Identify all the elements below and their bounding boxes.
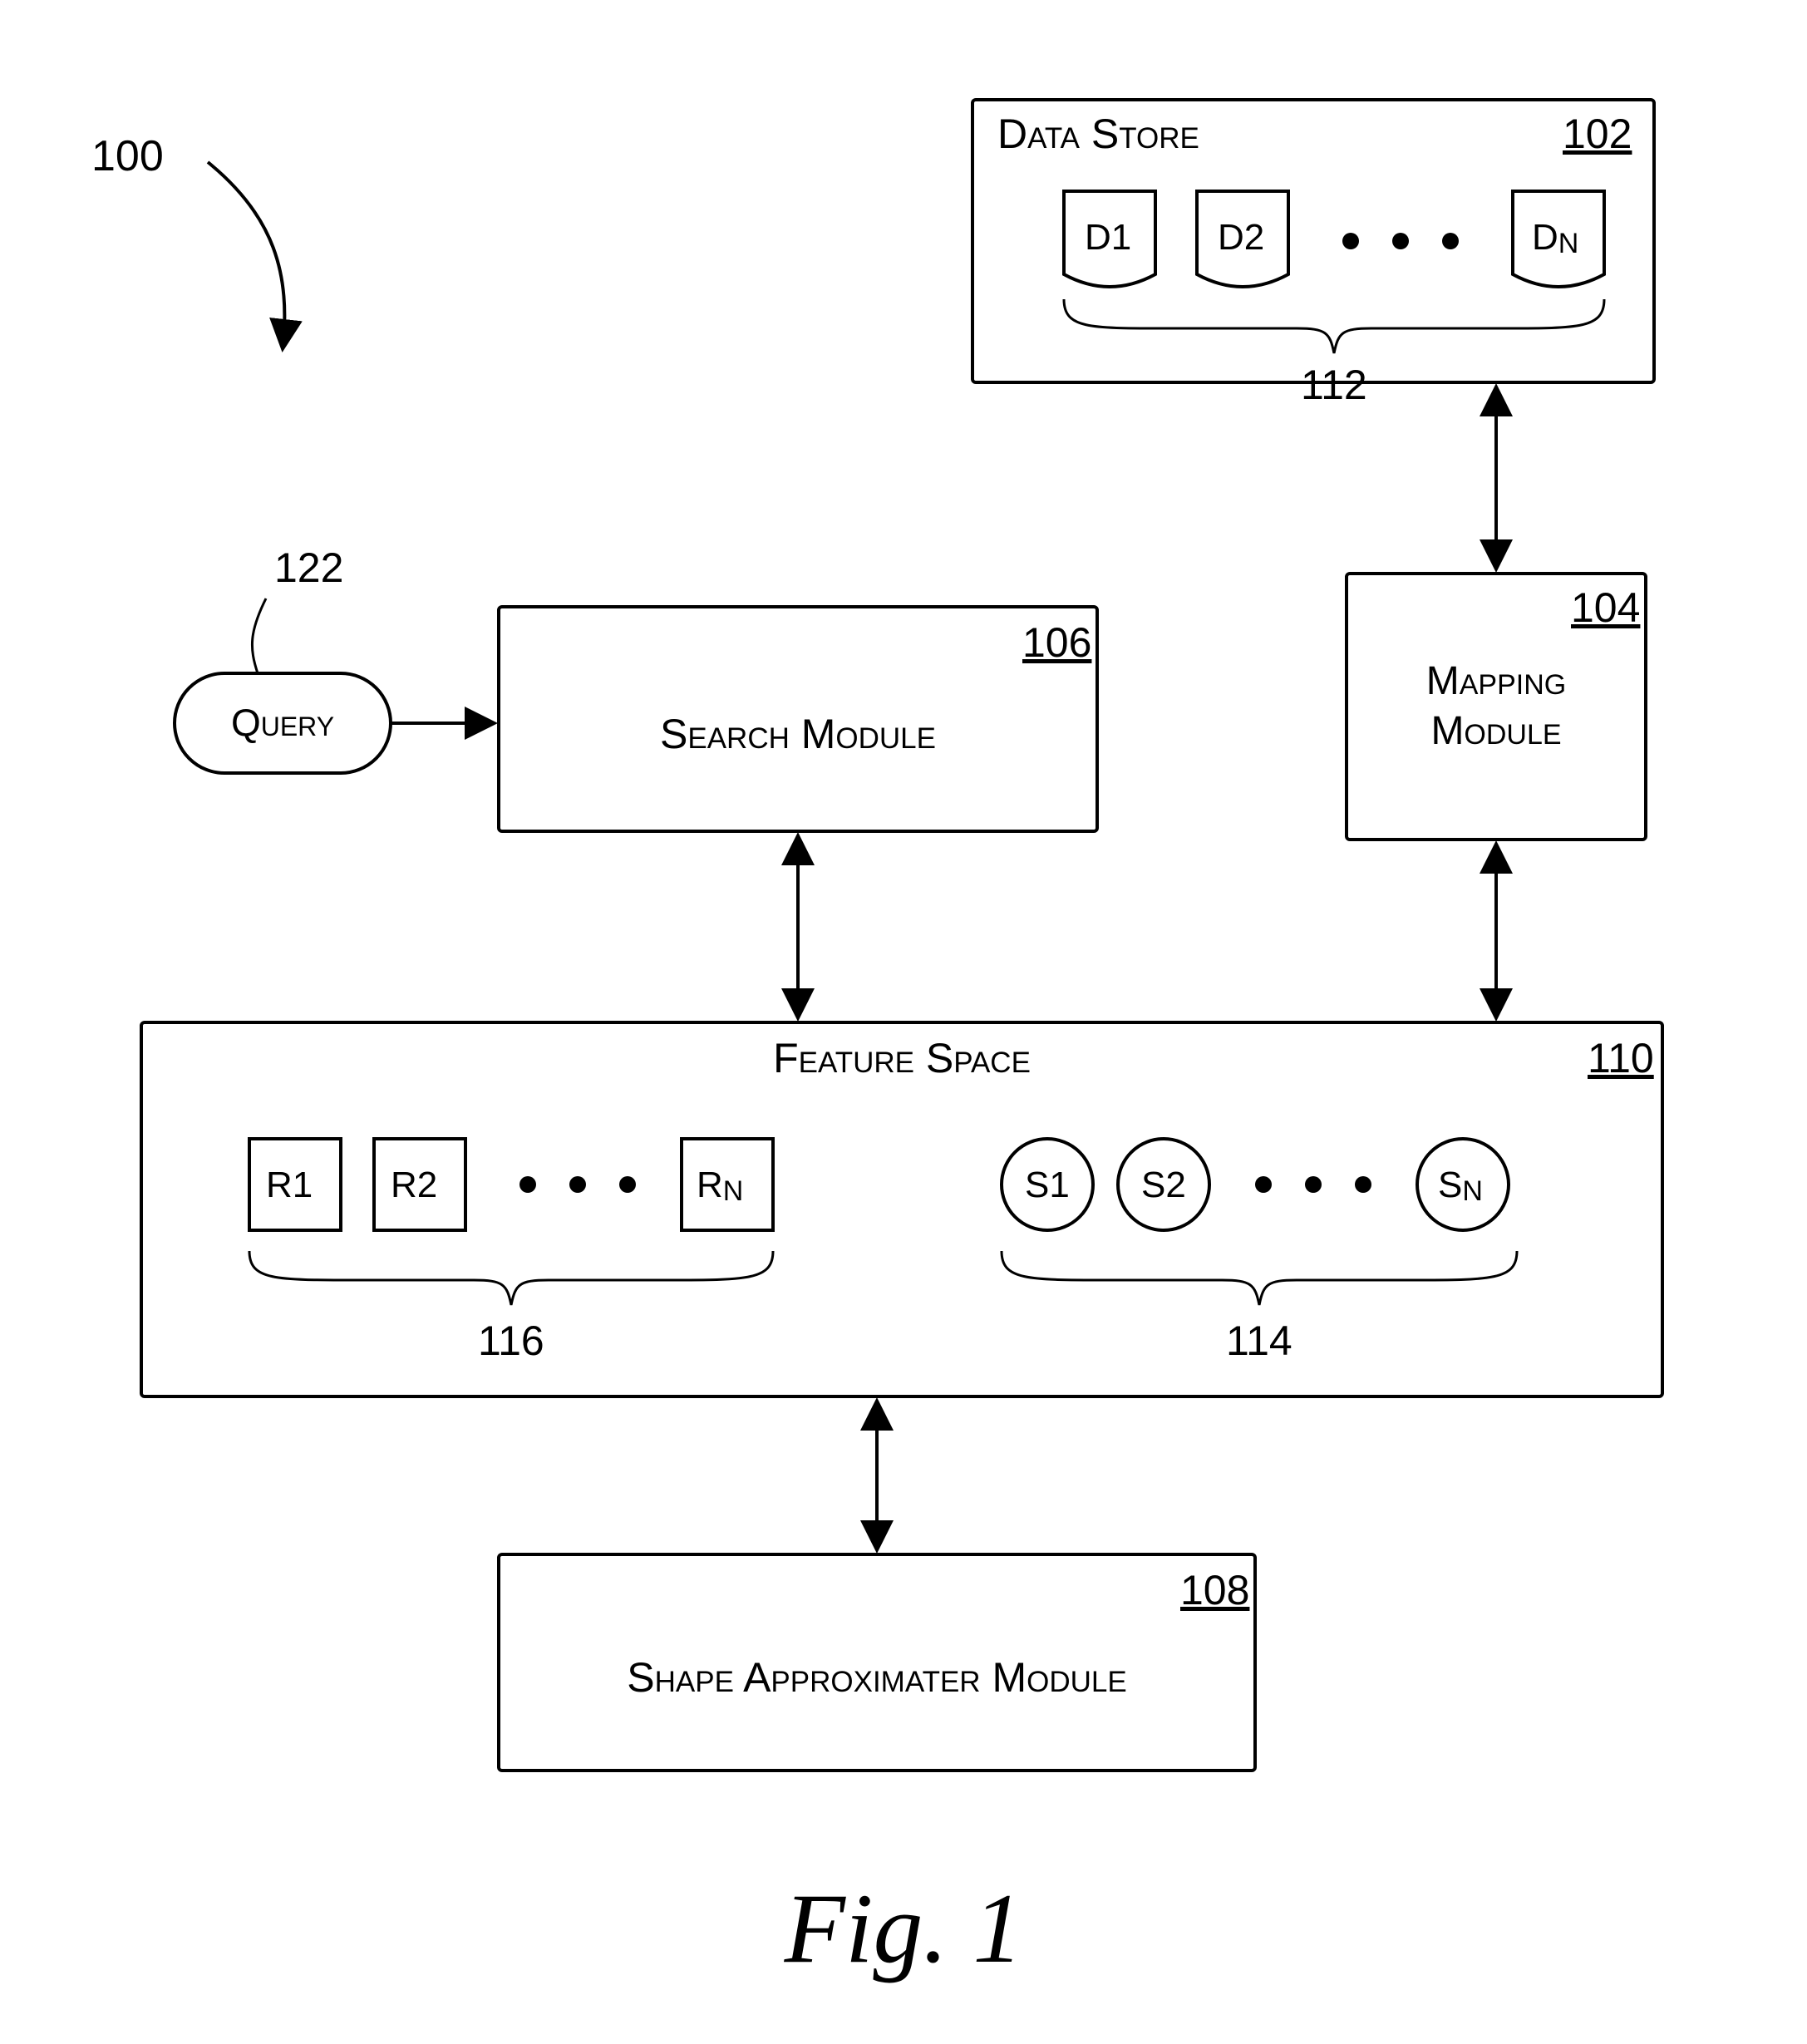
- figure-label: Fig. 1: [784, 1873, 1023, 1983]
- ref-122: 122: [274, 544, 343, 591]
- doc-dn: DN: [1513, 191, 1604, 287]
- mapping-title2: Module: [1430, 709, 1561, 753]
- mapping-module-box: 104 Mapping Module: [1347, 574, 1646, 840]
- r2-box: R2: [374, 1139, 465, 1230]
- search-title: Search Module: [660, 711, 936, 757]
- ref-100-arrow: [208, 162, 284, 349]
- doc-d1: D1: [1064, 191, 1155, 287]
- s2-label: S2: [1141, 1165, 1186, 1205]
- ref-122-lead: [252, 598, 266, 673]
- r2-label: R2: [391, 1165, 437, 1205]
- shape-title: Shape Approximater Module: [627, 1654, 1126, 1701]
- diagram: 100 Data Store 102 D1 D2 DN 112 104 Mapp…: [0, 0, 1807, 2044]
- shape-module-box: 108 Shape Approximater Module: [499, 1554, 1255, 1771]
- ref-100: 100: [91, 132, 164, 180]
- doc-d1-label: D1: [1085, 217, 1131, 258]
- ref-114: 114: [1226, 1318, 1292, 1364]
- r1-label: R1: [266, 1165, 313, 1205]
- query-node: Query: [175, 673, 391, 773]
- r1-box: R1: [249, 1139, 341, 1230]
- doc-d2: D2: [1197, 191, 1288, 287]
- ref-112: 112: [1301, 362, 1367, 408]
- data-store-box: Data Store 102 D1 D2 DN 112: [972, 100, 1654, 408]
- s1-label: S1: [1025, 1165, 1070, 1205]
- search-ref: 106: [1022, 619, 1091, 666]
- data-store-title: Data Store: [997, 111, 1199, 157]
- mapping-ref: 104: [1571, 584, 1640, 631]
- doc-d2-label: D2: [1218, 217, 1264, 258]
- rn-box: RN: [682, 1139, 773, 1230]
- ref-116: 116: [478, 1318, 544, 1364]
- shape-ref: 108: [1180, 1567, 1249, 1613]
- s1-circle: S1: [1002, 1139, 1093, 1230]
- mapping-title1: Mapping: [1426, 659, 1566, 703]
- search-module-box: 106 Search Module: [499, 607, 1097, 831]
- s2-circle: S2: [1118, 1139, 1209, 1230]
- feature-space-box: Feature Space 110 R1 R2 RN 116 S1 S2: [141, 1022, 1662, 1396]
- sn-circle: SN: [1417, 1139, 1509, 1230]
- data-store-ref: 102: [1563, 111, 1632, 157]
- query-label: Query: [231, 701, 334, 744]
- feature-ref: 110: [1588, 1035, 1654, 1081]
- feature-title: Feature Space: [773, 1035, 1031, 1081]
